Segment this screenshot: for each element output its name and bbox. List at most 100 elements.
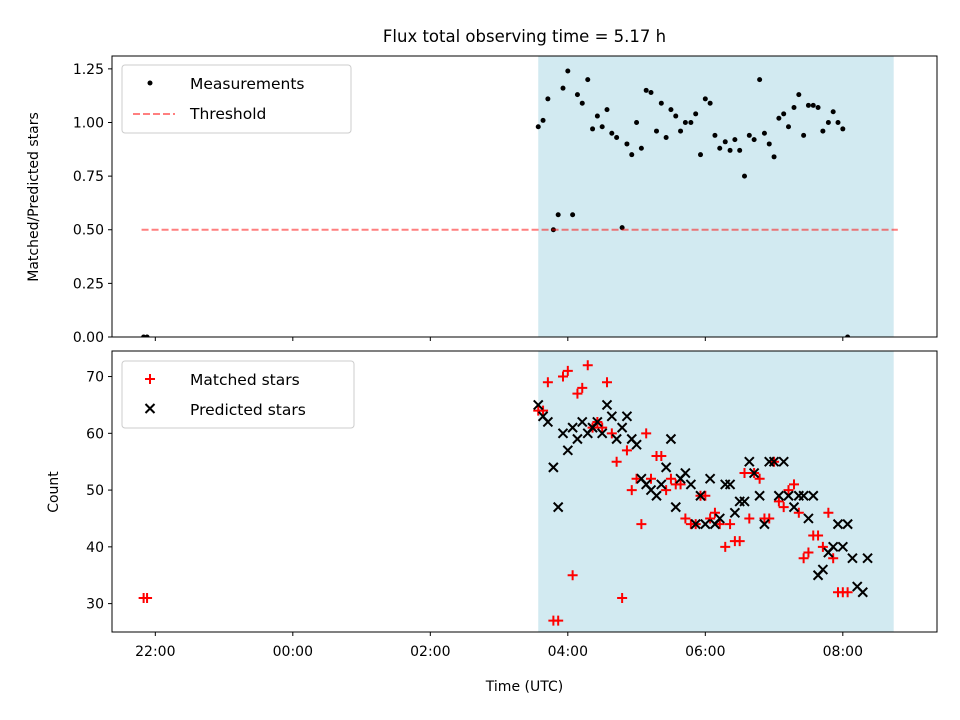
measurement-point (668, 107, 674, 113)
matched-star-point (553, 615, 564, 626)
predicted-star-point (748, 467, 760, 479)
legend-measurements-label: Measurements (190, 75, 305, 93)
matched-star-point (562, 365, 573, 376)
predicted-star-point (714, 513, 725, 524)
measurement-point (540, 117, 546, 123)
matched-star-point (680, 513, 691, 524)
matched-star-point (734, 536, 745, 547)
measurement-point (585, 77, 591, 83)
predicted-star-point (857, 587, 868, 598)
measurement-point (624, 141, 630, 147)
matched-star-point (626, 485, 637, 496)
measurement-point (791, 104, 797, 110)
y-tick-label: 60 (86, 426, 104, 442)
measurement-point (746, 132, 752, 138)
predicted-star-point (778, 456, 789, 467)
matched-star-point (720, 541, 731, 552)
measurement-point (845, 334, 851, 337)
measurement-point (698, 152, 703, 158)
matched-star-point (778, 502, 789, 513)
matched-star-point (611, 456, 622, 467)
x-tick-label: 04:00 (548, 644, 588, 660)
predicted-star-point (656, 479, 667, 490)
bottom-legend: Matched stars Predicted stars (121, 360, 355, 429)
predicted-star-point (798, 490, 809, 501)
measurement-point (751, 137, 757, 143)
measurement-point (658, 100, 664, 106)
x-tick-label: 22:00 (135, 644, 175, 660)
measurement-point (830, 109, 836, 115)
measurement-point (781, 111, 787, 117)
matched-star-point (582, 360, 593, 371)
predicted-star-point (601, 399, 613, 411)
y-tick-label: 0.00 (73, 330, 104, 346)
chart-title: Flux total observing time = 5.17 h (383, 27, 666, 46)
measurement-point (599, 124, 605, 130)
matched-star-point (636, 519, 647, 530)
measurement-point (663, 135, 669, 141)
predicted-star-point (616, 422, 628, 433)
measurement-point (555, 212, 561, 218)
measurement-point (648, 89, 654, 95)
measurement-point (702, 96, 708, 102)
predicted-star-point (773, 490, 785, 501)
predicted-star-point (685, 479, 697, 490)
measurement-point (757, 77, 763, 83)
measurement-point (820, 128, 826, 134)
matched-star-point (602, 377, 612, 388)
matched-star-point (558, 371, 568, 382)
matched-star-point (538, 405, 549, 416)
predicted-star-point (817, 564, 829, 575)
measurement-point (688, 119, 694, 125)
top-legend: Measurements Threshold (121, 64, 352, 134)
predicted-star-point (729, 507, 741, 518)
matched-star-point (661, 485, 672, 496)
measurement-point (707, 100, 713, 106)
matched-star-point (754, 473, 765, 484)
measurement-point (712, 132, 718, 138)
legend-matched-label: Matched stars (190, 371, 300, 389)
predicted-star-point (700, 518, 711, 530)
predicted-star-point (803, 513, 814, 524)
predicted-star-point (842, 518, 853, 530)
measurement-point (535, 124, 541, 130)
predicted-star-point (596, 428, 608, 439)
matched-star-point (783, 485, 794, 496)
matched-star-point (798, 553, 809, 564)
predicted-star-point (651, 490, 662, 501)
matched-star-point (764, 513, 775, 524)
top-observing-window (538, 56, 894, 337)
matched-star-point (823, 507, 834, 518)
predicted-star-point (832, 518, 844, 530)
matched-star-point (572, 388, 583, 399)
predicted-star-point (542, 416, 554, 428)
predicted-star-point (533, 399, 544, 411)
predicted-star-point (680, 467, 691, 479)
x-tick-label: 08:00 (823, 644, 863, 660)
predicted-star-point (631, 439, 642, 450)
bottom-legend-box (121, 360, 355, 429)
predicted-star-point (837, 541, 849, 553)
predicted-star-point (759, 518, 770, 530)
measurement-point (761, 130, 767, 136)
measurement-point (545, 96, 551, 102)
measurement-point (825, 119, 831, 125)
measurement-point (643, 87, 649, 93)
x-tick-label: 00:00 (273, 644, 313, 660)
measurement-point (776, 115, 782, 121)
top-y-axis-label: Matched/Predicted stars (26, 112, 42, 282)
y-tick-label: 30 (86, 597, 104, 613)
measurement-point (604, 107, 610, 113)
measurement-point (732, 137, 738, 143)
legend-predicted-label: Predicted stars (190, 401, 306, 419)
measurement-point (815, 104, 821, 110)
measurement-point (594, 113, 600, 119)
x-tick-label: 02:00 (410, 644, 450, 660)
legend-predicted-marker (144, 403, 156, 414)
y-tick-label: 0.25 (73, 276, 104, 292)
measurement-point (678, 128, 684, 134)
predicted-star-point (690, 518, 701, 530)
measurement-point (805, 102, 811, 108)
matched-star-point (793, 507, 804, 518)
predicted-star-point (660, 462, 672, 473)
